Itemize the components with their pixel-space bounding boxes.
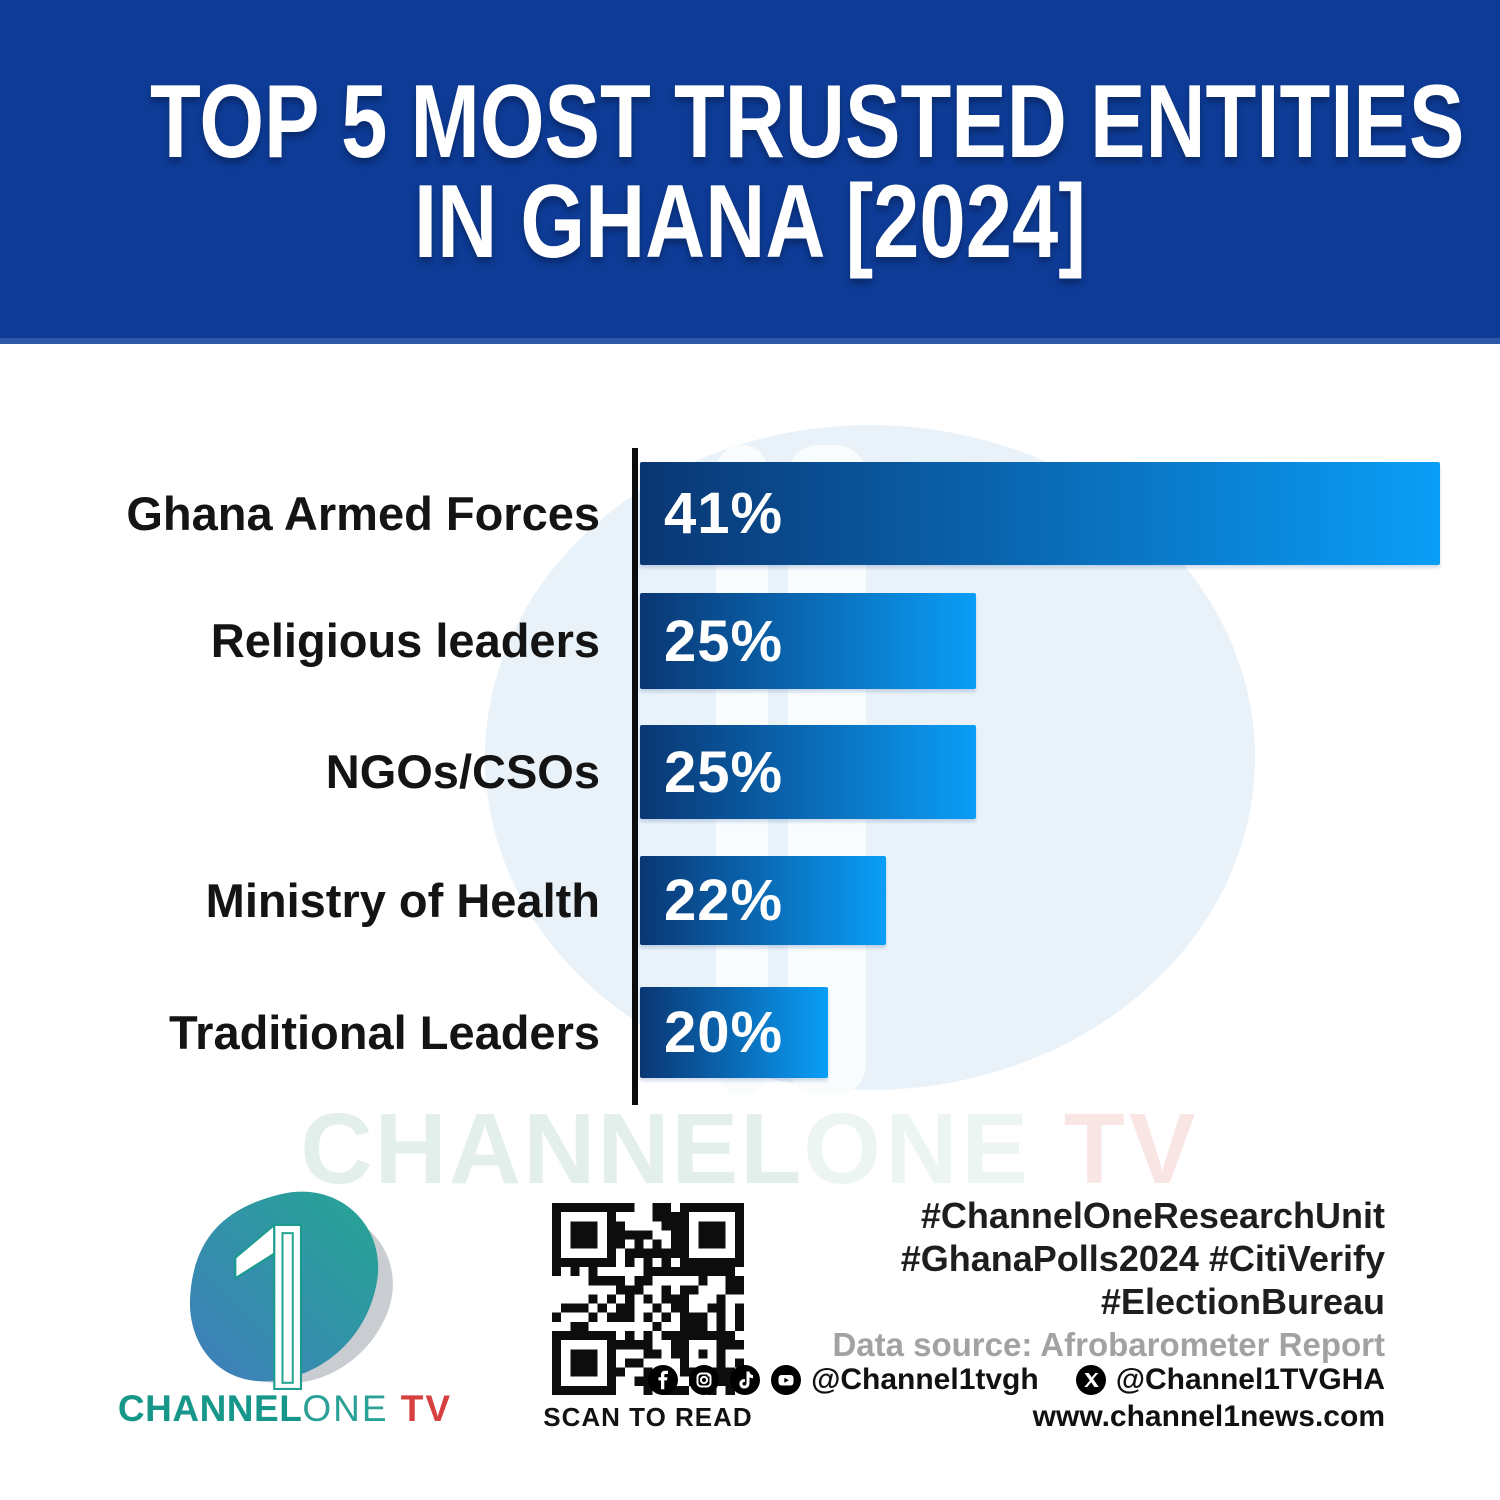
bar-value-label: 22%	[664, 868, 784, 933]
category-label: Ghana Armed Forces	[126, 486, 600, 540]
category-label: Ministry of Health	[205, 873, 600, 927]
hashtag-line: #GhanaPolls2024 #CitiVerify	[900, 1238, 1385, 1279]
bar-value-label: 25%	[664, 739, 784, 805]
brand-wordmark: CHANNELONE TV	[110, 1388, 460, 1430]
page-title-line1: TOP 5 MOST TRUSTED ENTITIES	[150, 64, 1465, 180]
brand-one: ONE	[302, 1388, 389, 1429]
logo-numeral-one	[234, 1222, 302, 1390]
page-title-line2: IN GHANA [2024]	[414, 164, 1086, 280]
watermark-one: ONE	[803, 1093, 1032, 1205]
bar: 25%	[640, 593, 976, 689]
data-source-note: Data source: Afrobarometer Report	[832, 1326, 1385, 1363]
chart-axis	[632, 448, 638, 1105]
brand-channel: CHANNEL	[117, 1388, 303, 1429]
x-icon	[1075, 1365, 1106, 1395]
category-label: Traditional Leaders	[169, 1005, 600, 1059]
social-row: @Channel1tvgh @Channel1TVGHA	[647, 1362, 1385, 1398]
category-label: Religious leaders	[210, 614, 600, 667]
bar: 41%	[640, 462, 1440, 565]
website-url: www.channel1news.com	[1032, 1400, 1385, 1433]
hashtag-line: #ChannelOneResearchUnit	[920, 1195, 1385, 1236]
bar-value-label: 25%	[664, 608, 784, 674]
tiktok-icon	[730, 1365, 761, 1395]
header-banner: TOP 5 MOST TRUSTED ENTITIES IN GHANA [20…	[0, 0, 1500, 344]
watermark-tv: TV	[1032, 1093, 1200, 1205]
bar-value-label: 20%	[664, 1000, 784, 1065]
hashtag-line: #ElectionBureau	[1100, 1281, 1385, 1322]
page-title: TOP 5 MOST TRUSTED ENTITIES IN GHANA [20…	[150, 64, 1465, 280]
bar-value-label: 41%	[664, 481, 784, 546]
hashtag-block: #ChannelOneResearchUnit #GhanaPolls2024 …	[901, 1194, 1385, 1323]
watermark-brand-text: CHANNELONE TV	[0, 1092, 1500, 1207]
facebook-icon	[648, 1365, 679, 1395]
watermark-channel: CHANNEL	[300, 1093, 804, 1205]
channel-one-logo	[189, 1191, 393, 1390]
instagram-icon	[689, 1365, 720, 1395]
brand-tv: TV	[388, 1388, 453, 1429]
social-handle-main: @Channel1tvgh	[811, 1363, 1039, 1396]
social-handle-x: @Channel1TVGHA	[1115, 1363, 1385, 1396]
category-label: NGOs/CSOs	[325, 745, 600, 798]
bar: 25%	[640, 725, 976, 819]
bar: 20%	[640, 987, 828, 1078]
youtube-icon	[771, 1365, 802, 1395]
bar: 22%	[640, 856, 886, 945]
qr-caption: SCAN TO READ	[543, 1402, 753, 1432]
